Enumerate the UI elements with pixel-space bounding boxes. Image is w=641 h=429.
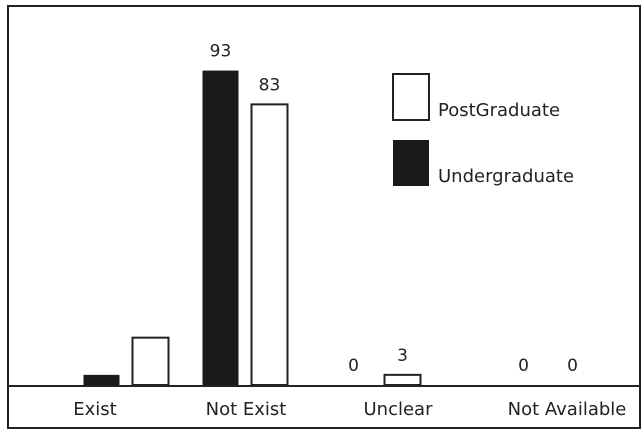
bar-postgraduate-not-exist [250, 103, 289, 386]
x-tick-label-not-available: Not Available [508, 399, 627, 420]
data-labels-group: 93 83 0 3 0 0 [210, 42, 578, 376]
legend: PostGraduate Undergraduate [392, 73, 574, 187]
data-label-postgraduate-not-exist: 83 [259, 75, 281, 95]
legend-label-postgraduate: PostGraduate [438, 100, 560, 121]
bar-undergraduate-exist [83, 374, 120, 385]
bar-undergraduate-not-exist [202, 70, 239, 386]
bars-group [83, 70, 422, 387]
data-label-undergraduate-not-available: 0 [518, 356, 529, 376]
data-label-postgraduate-unclear: 3 [397, 346, 408, 366]
legend-swatch-postgraduate [392, 73, 430, 121]
legend-label-undergraduate: Undergraduate [438, 166, 574, 187]
bar-postgraduate-unclear [383, 373, 422, 387]
x-tick-labels-group: Exist Not Exist Unclear Not Available [73, 399, 626, 420]
data-label-undergraduate-unclear: 0 [348, 356, 359, 376]
chart-frame [7, 5, 641, 429]
x-tick-label-not-exist: Not Exist [206, 399, 287, 420]
x-tick-label-exist: Exist [73, 399, 116, 420]
x-tick-label-unclear: Unclear [364, 399, 434, 420]
data-label-postgraduate-not-available: 0 [567, 356, 578, 376]
legend-swatch-undergraduate [393, 140, 429, 186]
data-label-undergraduate-not-exist: 93 [210, 42, 232, 62]
bar-postgraduate-exist [131, 336, 170, 386]
